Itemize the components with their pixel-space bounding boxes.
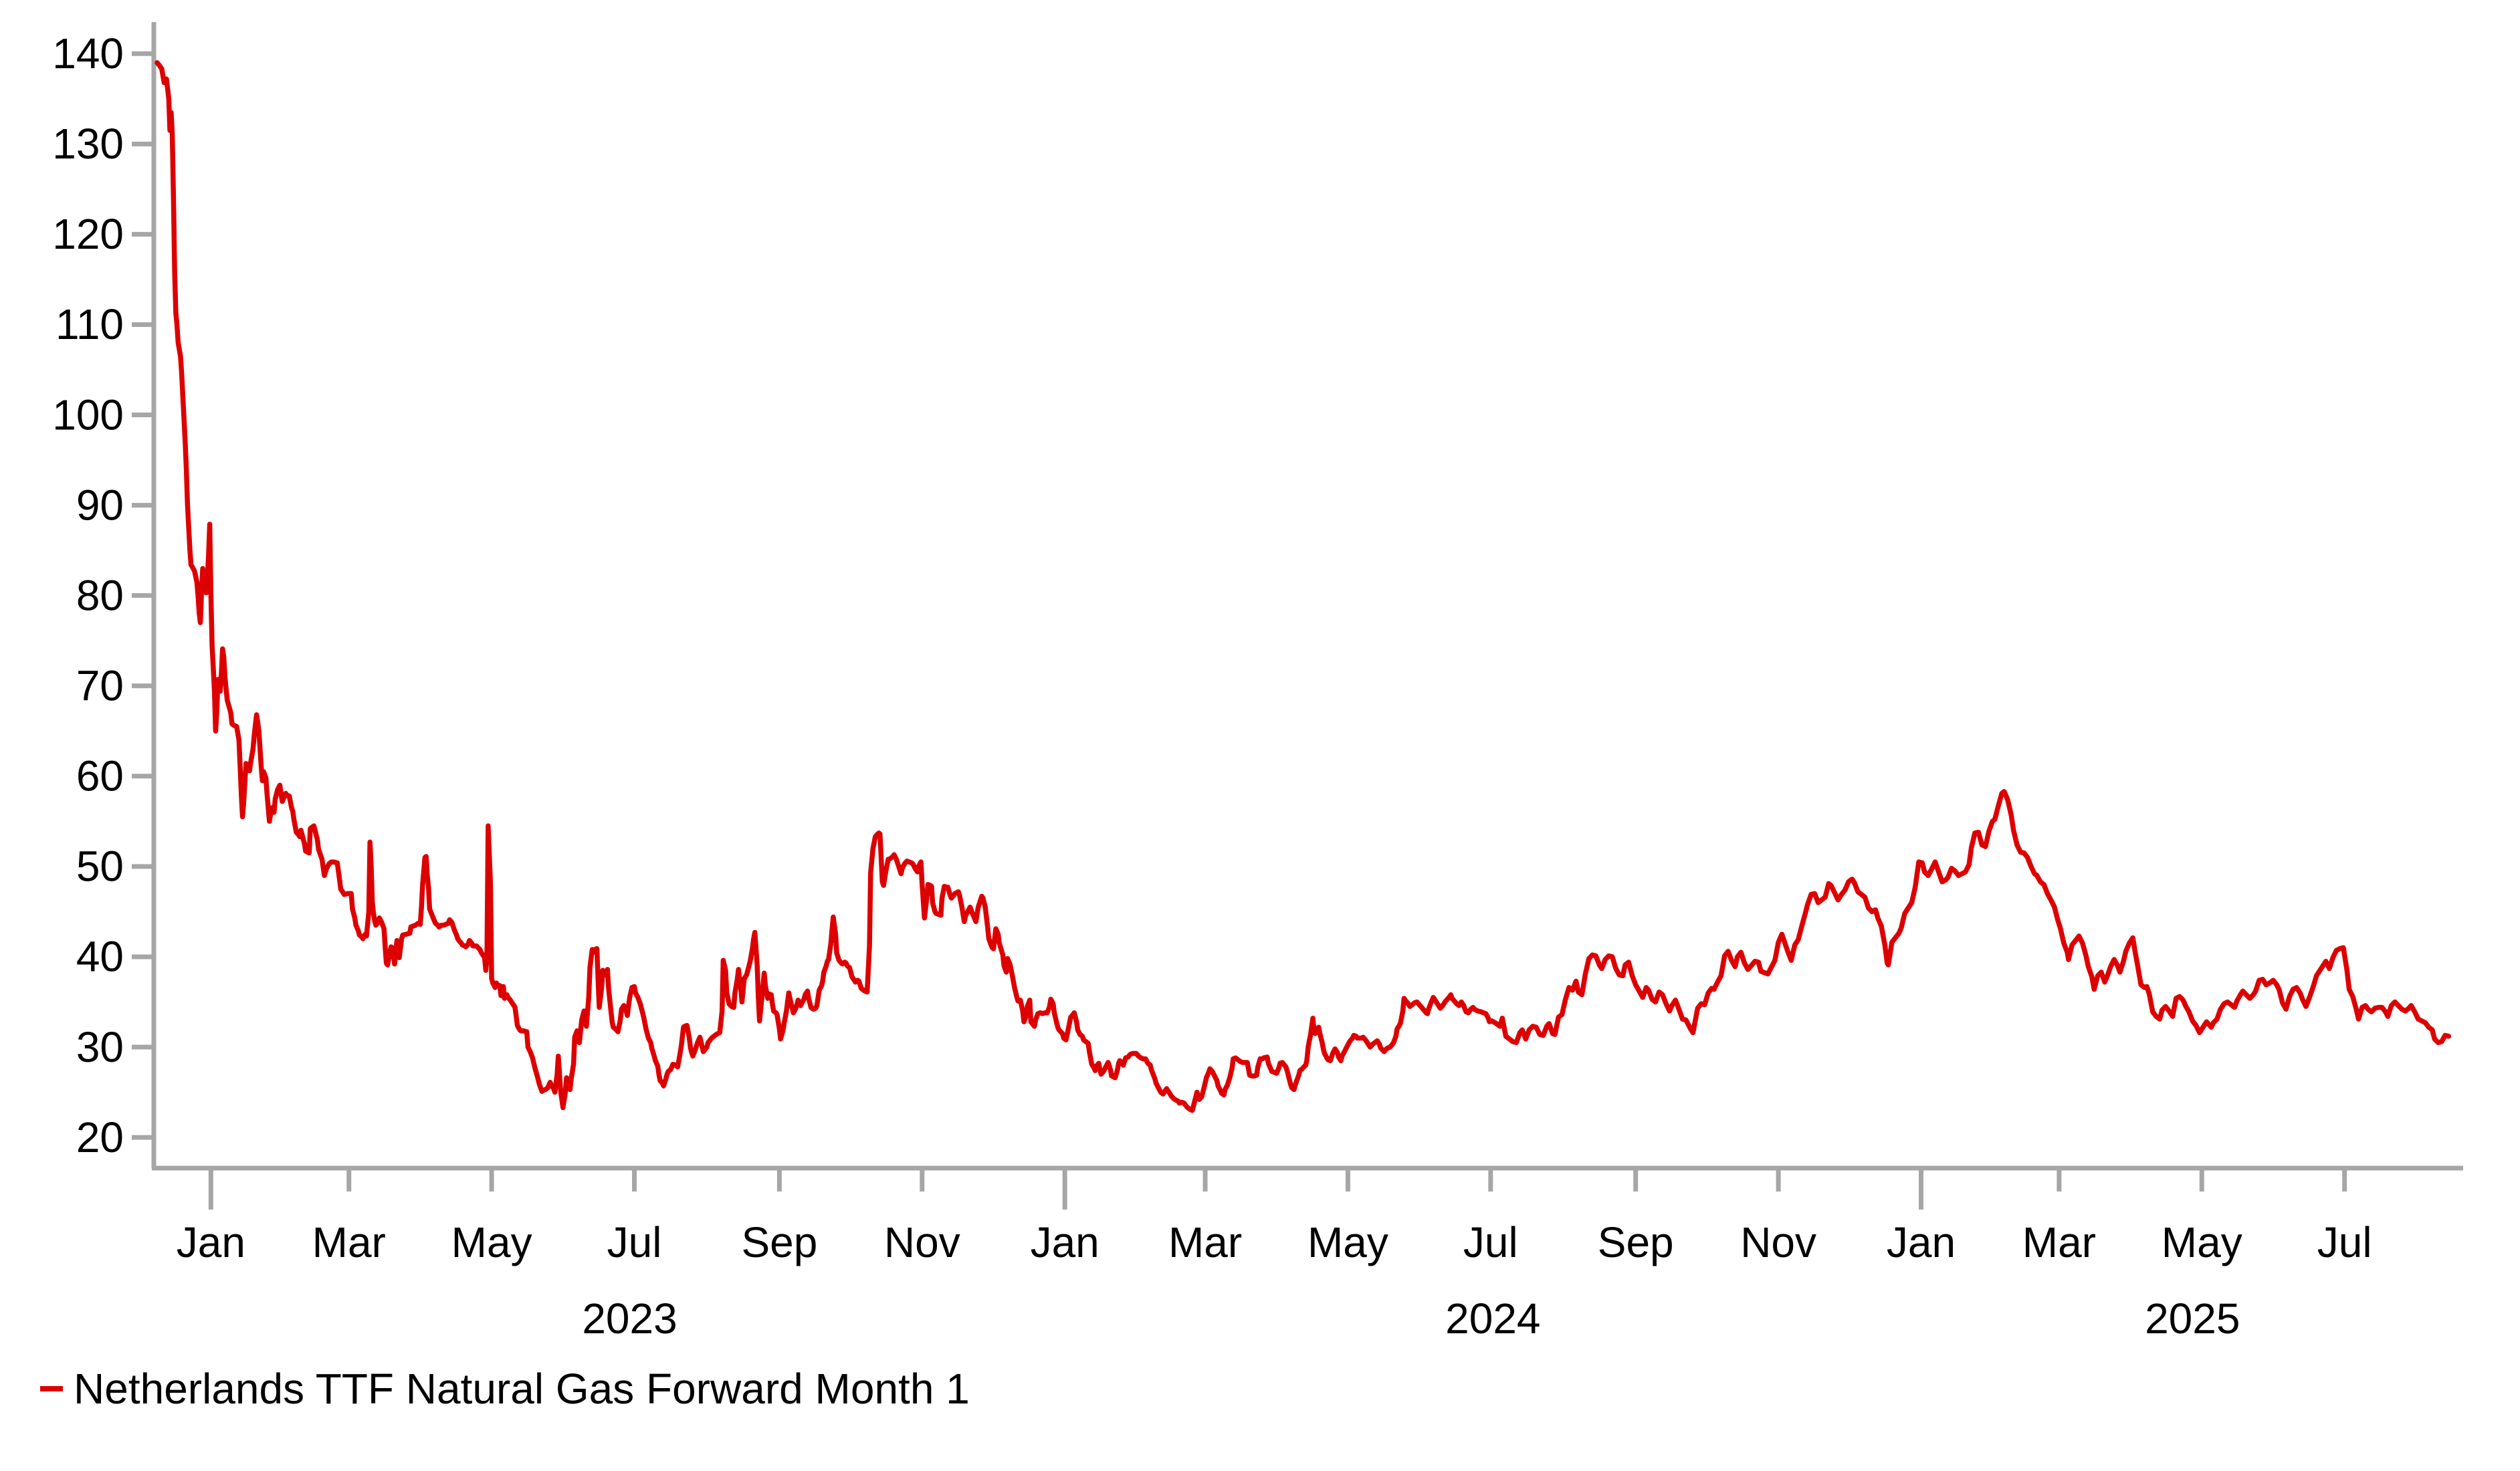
x-tick-label: Mar [312,1218,386,1266]
x-tick-label: Nov [1740,1218,1816,1266]
legend-label: Netherlands TTF Natural Gas Forward Mont… [74,1365,970,1413]
y-tick-label: 120 [52,210,124,258]
x-tick-label: Mar [1168,1218,1242,1266]
y-tick-label: 80 [76,571,124,619]
y-tick-label: 130 [52,120,124,168]
x-tick-label: Sep [741,1218,817,1266]
x-axis-ticks: Jan Mar May Jul Sep Nov Jan Mar May Jul Sep Nov Jan M… [177,1168,2372,1343]
x-tick-label: Sep [1598,1218,1674,1266]
x-tick-label: Jul [1463,1218,1518,1266]
x-tick-label: May [2162,1218,2242,1266]
x-tick-label: Jan [1031,1218,1099,1266]
x-tick-label: Jan [1887,1218,1956,1266]
price-line [154,60,2452,1113]
y-tick-label: 40 [76,933,124,981]
x-tick-label: Nov [884,1218,960,1266]
y-axis-ticks: 20 30 40 50 60 70 80 90 100 110 120 130 140 [52,29,154,1161]
y-tick-label: 70 [76,662,124,710]
x-tick-label: Mar [2022,1218,2096,1266]
x-tick-label: Jan [177,1218,245,1266]
x-tick-label: May [1307,1218,1388,1266]
y-tick-label: 100 [52,390,124,439]
y-tick-label: 60 [76,752,124,800]
y-tick-label: 50 [76,842,124,891]
axes [151,22,2463,1171]
y-tick-label: 110 [56,300,124,348]
legend-line-swatch [40,1386,63,1391]
x-year-label: 2025 [2145,1294,2240,1343]
x-tick-label: Jul [2317,1218,2372,1266]
x-tick-label: Jul [607,1218,662,1266]
x-year-label: 2023 [582,1294,677,1343]
y-tick-label: 30 [76,1023,124,1071]
y-tick-label: 140 [52,29,124,78]
x-tick-label: May [451,1218,532,1266]
x-year-label: 2024 [1445,1294,1540,1343]
y-tick-label: 90 [76,481,124,529]
legend: Netherlands TTF Natural Gas Forward Mont… [40,1365,970,1413]
y-tick-label: 20 [76,1113,124,1161]
